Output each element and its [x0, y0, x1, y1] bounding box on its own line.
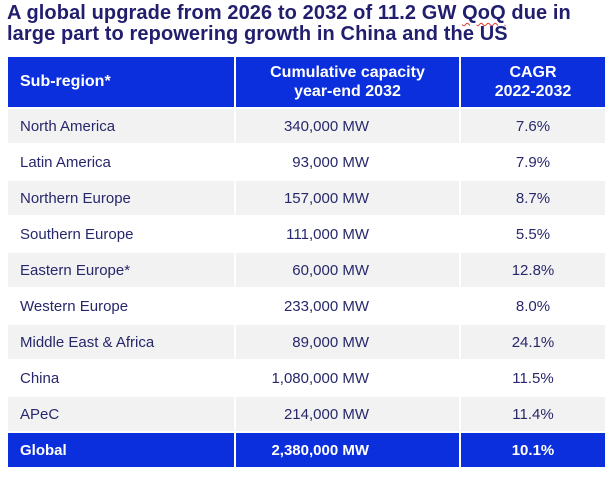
- total-row-region-cell: Global: [8, 433, 234, 467]
- capacity-cell: 157,000 MW: [236, 181, 459, 215]
- capacity-cell: 60,000 MW: [236, 253, 459, 287]
- region-cell: Western Europe: [8, 289, 234, 323]
- cagr-cell: 8.0%: [461, 289, 605, 323]
- title-text-after: due in: [511, 2, 571, 24]
- total-row-capacity-cell: 2,380,000 MW: [236, 433, 459, 467]
- region-cell: Latin America: [8, 145, 234, 179]
- title-line2: large part to repowering growth in China…: [7, 23, 508, 45]
- cagr-cell: 11.4%: [461, 397, 605, 431]
- title-spellcheck-word: QoQ: [462, 2, 506, 24]
- capacity-cell: 89,000 MW: [236, 325, 459, 359]
- region-cell: Northern Europe: [8, 181, 234, 215]
- capacity-cell: 214,000 MW: [236, 397, 459, 431]
- region-cell: China: [8, 361, 234, 395]
- cagr-cell: 12.8%: [461, 253, 605, 287]
- cagr-cell: 7.9%: [461, 145, 605, 179]
- capacity-cell: 111,000 MW: [236, 217, 459, 251]
- total-row-cagr-cell: 10.1%: [461, 433, 605, 467]
- cagr-cell: 11.5%: [461, 361, 605, 395]
- header-cell-capacity: Cumulative capacity year-end 2032: [236, 57, 459, 107]
- region-cell: North America: [8, 109, 234, 143]
- capacity-cell: 1,080,000 MW: [236, 361, 459, 395]
- header-cell-subregion: Sub-region*: [8, 57, 234, 107]
- capacity-cell: 233,000 MW: [236, 289, 459, 323]
- title-text-before: A global upgrade from 2026 to 2032 of 11…: [7, 2, 463, 24]
- page-title: A global upgrade from 2026 to 2032 of 11…: [7, 3, 609, 45]
- header-cell-cagr: CAGR 2022-2032: [461, 57, 605, 107]
- cagr-cell: 24.1%: [461, 325, 605, 359]
- cagr-cell: 8.7%: [461, 181, 605, 215]
- region-cell: Middle East & Africa: [8, 325, 234, 359]
- capacity-table: Sub-region* Cumulative capacity year-end…: [8, 57, 605, 467]
- cagr-cell: 5.5%: [461, 217, 605, 251]
- cagr-cell: 7.6%: [461, 109, 605, 143]
- region-cell: Southern Europe: [8, 217, 234, 251]
- capacity-cell: 93,000 MW: [236, 145, 459, 179]
- region-cell: APeC: [8, 397, 234, 431]
- capacity-cell: 340,000 MW: [236, 109, 459, 143]
- region-cell: Eastern Europe*: [8, 253, 234, 287]
